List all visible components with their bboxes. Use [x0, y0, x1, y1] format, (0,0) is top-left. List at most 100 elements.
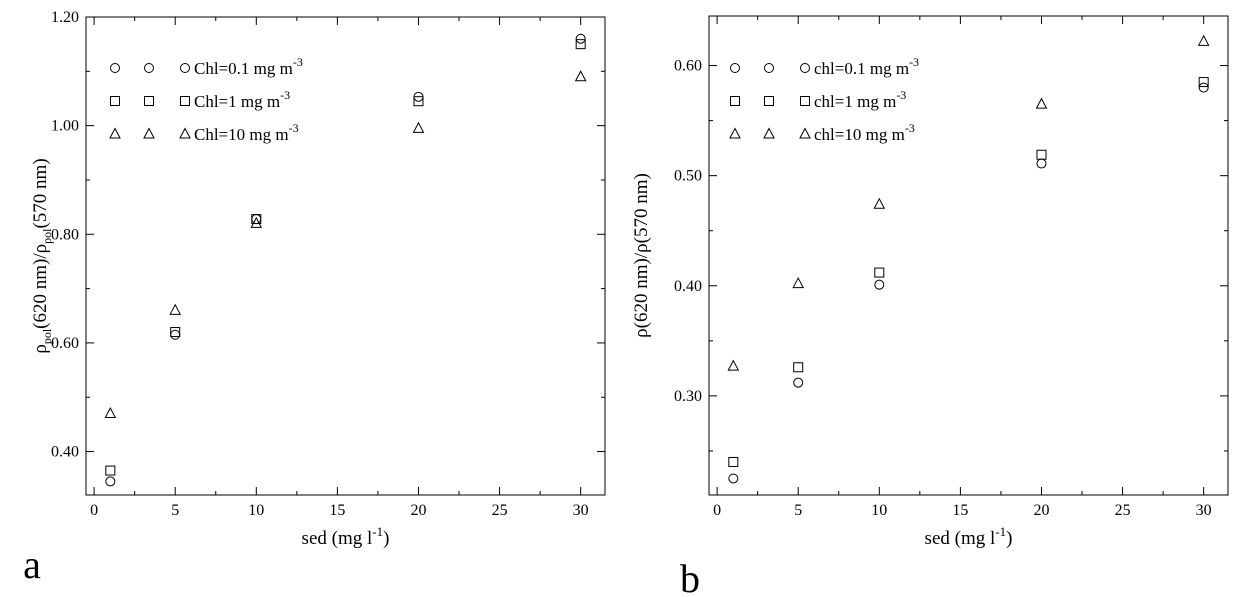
data-point-square	[1036, 149, 1047, 160]
legend-label-sup: -3	[289, 121, 299, 135]
y-axis-label-sub: pol	[40, 228, 54, 244]
data-point-triangle	[727, 359, 740, 371]
legend-label: chl=1 mg m-3	[814, 88, 906, 111]
legend-marker-circle	[764, 63, 774, 73]
data-point-triangle	[169, 303, 182, 315]
y-tick-label: 0.60	[51, 335, 79, 352]
x-tick-label: 30	[573, 502, 589, 519]
legend-label-main: chl=1 mg m	[814, 92, 896, 111]
legend-label-main: chl=0.1 mg m	[814, 59, 909, 78]
data-point-triangle	[873, 197, 886, 209]
legend-marker-triangle	[143, 127, 155, 139]
legend-label-main: Chl=0.1 mg m	[194, 59, 293, 78]
legend-label-sup: -3	[905, 121, 915, 135]
legend-marker-square	[730, 96, 740, 106]
x-tick-label: 0	[713, 502, 721, 519]
legend-marker-circle	[800, 63, 810, 73]
legend-label: Chl=0.1 mg m-3	[194, 55, 303, 78]
legend-label-sup: -3	[909, 55, 919, 69]
x-tick-label: 10	[248, 502, 264, 519]
x-axis-label-end: )	[1006, 528, 1012, 549]
y-tick-label: 1.00	[51, 118, 79, 135]
y-axis-label-part: ρ	[30, 344, 51, 353]
data-point-square	[728, 456, 739, 467]
y-tick-label: 0.40	[51, 444, 79, 461]
data-point-triangle	[1035, 97, 1048, 109]
x-axis-label: sed (mg l-1)	[925, 524, 1013, 549]
legend-marker-circle	[144, 63, 154, 73]
x-axis-label-end: )	[383, 528, 389, 549]
x-tick-label: 15	[329, 502, 345, 519]
x-tick-label: 25	[492, 502, 508, 519]
legend-marker-triangle	[799, 127, 811, 139]
legend-marker-triangle	[763, 127, 775, 139]
legend-marker-triangle	[179, 127, 191, 139]
data-point-square	[1198, 77, 1209, 88]
legend-label: Chl=1 mg m-3	[194, 88, 290, 111]
y-axis-label-part: (620 nm)/ρ	[30, 244, 51, 329]
y-tick-label: 1.20	[51, 9, 79, 26]
legend-marker-square	[144, 96, 154, 106]
data-point-square	[575, 39, 586, 50]
legend-marker-circle	[730, 63, 740, 73]
legend-label-main: Chl=1 mg m	[194, 92, 280, 111]
x-axis-label-sup: -1	[995, 524, 1006, 539]
y-tick-label: 0.40	[674, 278, 702, 295]
x-tick-label: 20	[1033, 502, 1049, 519]
data-point-circle	[170, 329, 181, 340]
data-point-circle	[1198, 82, 1209, 93]
legend-marker-square	[764, 96, 774, 106]
plot-frame	[85, 16, 606, 496]
y-axis-label-part: ρ(620 nm)/ρ(570 nm)	[631, 173, 652, 338]
data-point-square	[413, 96, 424, 107]
x-axis-label-sup: -1	[372, 524, 383, 539]
data-point-circle	[105, 476, 116, 487]
y-tick-label: 0.80	[51, 226, 79, 243]
y-tick-label: 0.50	[674, 168, 702, 185]
data-point-square	[874, 267, 885, 278]
legend-label-sup: -3	[896, 88, 906, 102]
panel-a: 0 5 10 15 20 25 30 0.40 0.60 0.80 1.00 1.20 sed (mg …	[23, 9, 606, 587]
x-tick-label: 5	[794, 502, 802, 519]
x-tick-label: 15	[952, 502, 968, 519]
legend-marker-square	[800, 96, 810, 106]
legend-marker-circle	[180, 63, 190, 73]
legend-marker-square	[180, 96, 190, 106]
x-axis-label: sed (mg l-1)	[302, 524, 390, 549]
data-point-circle	[1036, 158, 1047, 169]
data-point-square	[793, 362, 804, 373]
plot-frame	[708, 15, 1229, 496]
x-tick-label: 10	[871, 502, 887, 519]
legend-label-sup: -3	[280, 88, 290, 102]
panel-letter: b	[680, 556, 700, 597]
data-point-square	[251, 214, 262, 225]
legend-label-sup: -3	[293, 55, 303, 69]
data-point-square	[105, 465, 116, 476]
x-tick-label: 0	[90, 502, 98, 519]
legend-label: chl=0.1 mg m-3	[814, 55, 919, 78]
legend-marker-triangle	[109, 127, 121, 139]
x-tick-label: 25	[1115, 502, 1131, 519]
y-tick-label: 0.30	[674, 388, 702, 405]
y-axis-label-sub: pol	[40, 328, 54, 344]
legend-label: chl=10 mg m-3	[814, 121, 915, 144]
data-point-triangle	[104, 406, 117, 419]
legend-marker-triangle	[729, 127, 741, 139]
data-point-triangle	[792, 277, 805, 289]
data-point-circle	[728, 473, 739, 484]
legend-label: Chl=10 mg m-3	[194, 121, 299, 144]
data-point-triangle	[250, 216, 263, 228]
legend-label-main: chl=10 mg m	[814, 125, 905, 144]
x-tick-label: 5	[171, 502, 179, 519]
data-point-triangle	[574, 70, 587, 82]
data-point-triangle	[1197, 34, 1210, 46]
x-tick-label: 30	[1196, 502, 1212, 519]
data-point-circle	[793, 377, 804, 388]
data-point-circle	[874, 279, 885, 290]
data-point-circle	[575, 33, 586, 44]
data-point-triangle	[412, 121, 425, 133]
panel-letter: a	[23, 542, 41, 587]
data-point-square	[170, 327, 181, 338]
y-axis-label: ρ(620 nm)/ρ(570 nm)	[631, 173, 652, 338]
